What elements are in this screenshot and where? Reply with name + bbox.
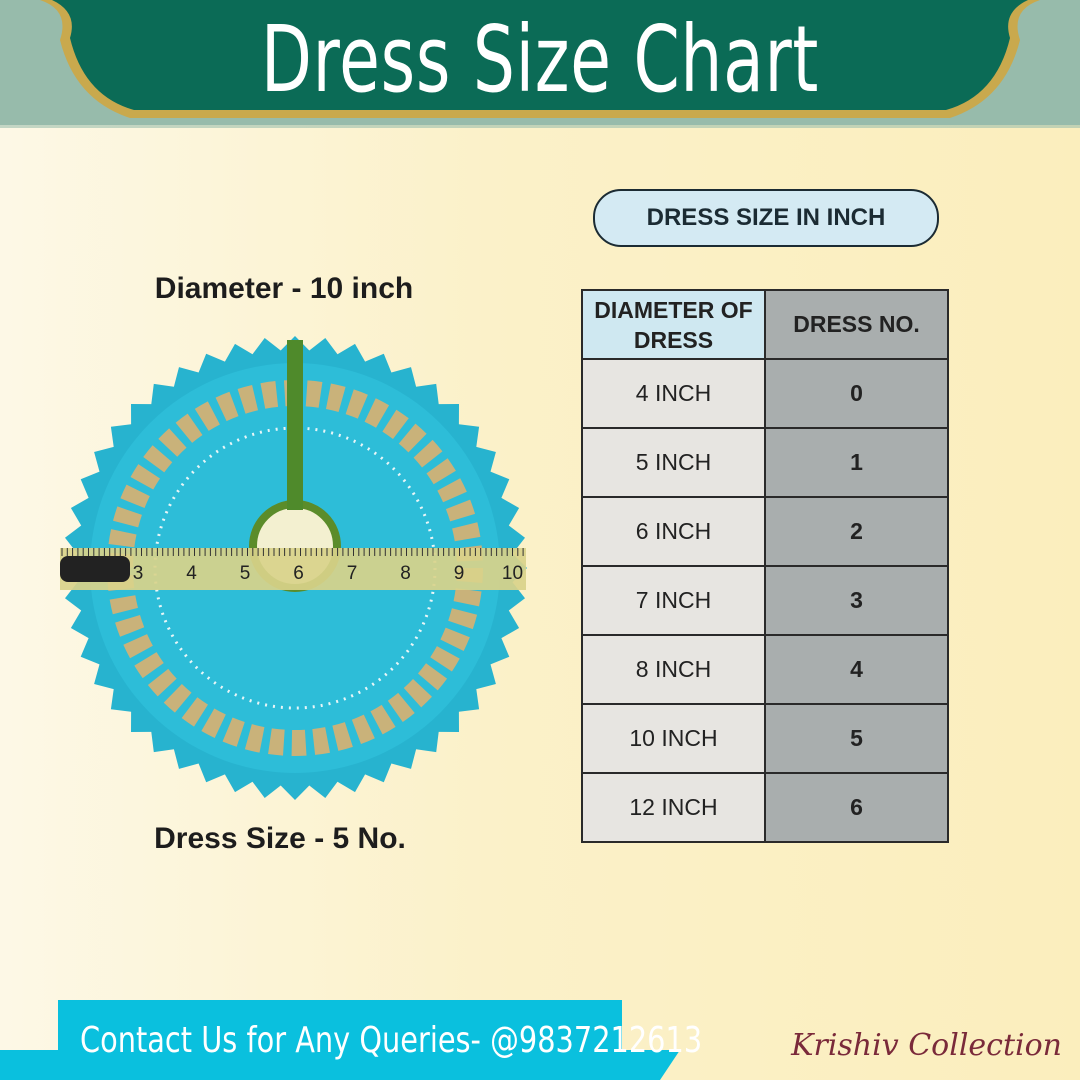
table-cell: 8 INCH xyxy=(581,634,766,705)
table-cell: 5 INCH xyxy=(581,427,766,498)
ruler-number: 9 xyxy=(454,563,465,584)
table-cell: 4 xyxy=(764,634,949,705)
table-cell: 6 xyxy=(764,772,949,843)
contact-text: Contact Us for Any Queries- @9837212613 xyxy=(80,1019,703,1061)
diameter-label: Diameter - 10 inch xyxy=(154,272,414,305)
ruler-number: 6 xyxy=(293,563,304,584)
header-row: DIAMETER OF DRESS DRESS NO. xyxy=(581,289,949,360)
column-header: DIAMETER OF DRESS xyxy=(581,289,766,360)
table-cell: 6 INCH xyxy=(581,496,766,567)
size-table: DIAMETER OF DRESS DRESS NO. 4 INCH 0 5 INCH 1… xyxy=(581,289,949,843)
banner xyxy=(52,0,1028,110)
table-cell: 1 xyxy=(764,427,949,498)
table-cell: 4 INCH xyxy=(581,358,766,429)
column-header: DRESS NO. xyxy=(764,289,949,360)
table-row: 10 INCH 5 xyxy=(581,703,949,774)
table-cell: 12 INCH xyxy=(581,772,766,843)
table-cell: 10 INCH xyxy=(581,703,766,774)
table-row: 8 INCH 4 xyxy=(581,634,949,705)
page-title: Dress Size Chart xyxy=(260,6,820,113)
ruler xyxy=(60,548,526,590)
table-cell: 2 xyxy=(764,496,949,567)
table-row: 12 INCH 6 xyxy=(581,772,949,843)
strap xyxy=(287,340,303,510)
contact-banner xyxy=(0,1000,680,1080)
ruler-number: 5 xyxy=(240,563,251,584)
table-cell: 7 INCH xyxy=(581,565,766,636)
ruler-number: 3 xyxy=(133,563,144,584)
table-body: 4 INCH 0 5 INCH 1 6 INCH 2 7 INCH 3 8 INCH 4 10 IN… xyxy=(581,358,949,843)
ruler-end xyxy=(60,556,130,582)
table-cell: 5 xyxy=(764,703,949,774)
dress-illustration: 3 4 5 6 7 8 9 10 xyxy=(60,336,527,800)
table-row: 6 INCH 2 xyxy=(581,496,949,567)
size-label: Dress Size - 5 No. xyxy=(154,822,406,855)
brand: Krishiv Collection xyxy=(791,1028,1062,1063)
ruler-number: 7 xyxy=(347,563,358,584)
table-caption: DRESS SIZE IN INCH xyxy=(593,189,939,247)
table-row: 4 INCH 0 xyxy=(581,358,949,429)
table-cell: 3 xyxy=(764,565,949,636)
ruler-number: 4 xyxy=(186,563,197,584)
contact-banner-text: Contact Us for Any Queries- @9837212613 xyxy=(58,1000,702,1080)
table-row: 5 INCH 1 xyxy=(581,427,949,498)
table-row: 7 INCH 3 xyxy=(581,565,949,636)
ruler-number: 8 xyxy=(400,563,411,584)
ruler-number: 10 xyxy=(502,563,523,584)
table-cell: 0 xyxy=(764,358,949,429)
